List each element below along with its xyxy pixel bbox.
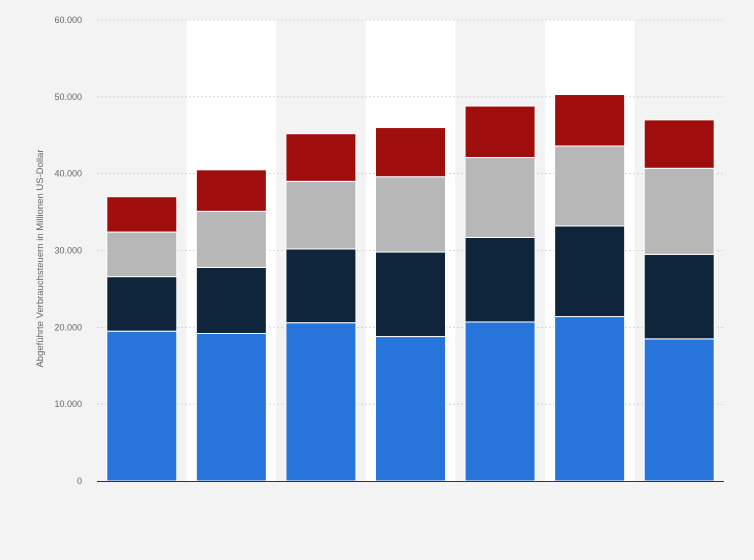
bar-segment-series-1 xyxy=(375,336,446,482)
bar-segment-series-1 xyxy=(464,321,536,482)
bar-segment-series-2 xyxy=(464,236,536,323)
bar-segment-series-1 xyxy=(643,338,715,482)
y-tick-label: 10.000 xyxy=(54,399,82,409)
y-tick-label: 50.000 xyxy=(54,92,82,102)
bar-segment-series-3 xyxy=(643,167,715,255)
y-tick-label: 40.000 xyxy=(54,169,82,179)
y-tick-label: 60.000 xyxy=(54,15,82,25)
bar-segment-series-3 xyxy=(375,176,446,253)
bar-segment-series-4 xyxy=(375,127,446,178)
bar-segment-series-4 xyxy=(554,94,626,147)
bar-stack xyxy=(375,127,446,482)
bar-stack xyxy=(554,94,626,482)
y-axis-tick-labels: 0 10.000 20.000 30.000 40.000 50.000 60.000 xyxy=(54,15,82,486)
bar-segment-series-4 xyxy=(643,119,715,169)
bar-stacks xyxy=(106,94,715,482)
bar-segment-series-3 xyxy=(554,145,626,227)
bar-segment-series-2 xyxy=(285,248,357,324)
bar-segment-series-2 xyxy=(643,253,715,340)
y-tick-label: 30.000 xyxy=(54,246,82,256)
bar-stack xyxy=(195,169,267,482)
y-axis-title: Abgeführte Verbrauchsteuern in Millionen… xyxy=(35,149,46,367)
bar-segment-series-3 xyxy=(464,157,536,238)
bar-stack xyxy=(464,105,536,482)
bar-segment-series-4 xyxy=(464,105,536,159)
bar-segment-series-3 xyxy=(285,180,357,250)
bar-stack xyxy=(643,119,715,482)
bar-segment-series-2 xyxy=(554,225,626,318)
bar-segment-series-2 xyxy=(195,266,267,334)
bar-stack xyxy=(285,133,357,482)
bar-segment-series-1 xyxy=(554,316,626,482)
bar-segment-series-4 xyxy=(195,169,267,212)
bar-stack xyxy=(106,196,178,482)
bar-segment-series-4 xyxy=(106,196,178,233)
bar-segment-series-2 xyxy=(106,276,178,332)
bar-segment-series-3 xyxy=(106,231,178,278)
bar-segment-series-1 xyxy=(195,332,267,482)
bar-segment-series-1 xyxy=(285,322,357,482)
y-tick-label: 20.000 xyxy=(54,322,82,332)
bar-segment-series-3 xyxy=(195,210,267,268)
bar-segment-series-4 xyxy=(285,133,357,182)
y-tick-label: 0 xyxy=(77,476,82,486)
bar-segment-series-2 xyxy=(375,251,446,338)
bar-segment-series-1 xyxy=(106,330,178,482)
